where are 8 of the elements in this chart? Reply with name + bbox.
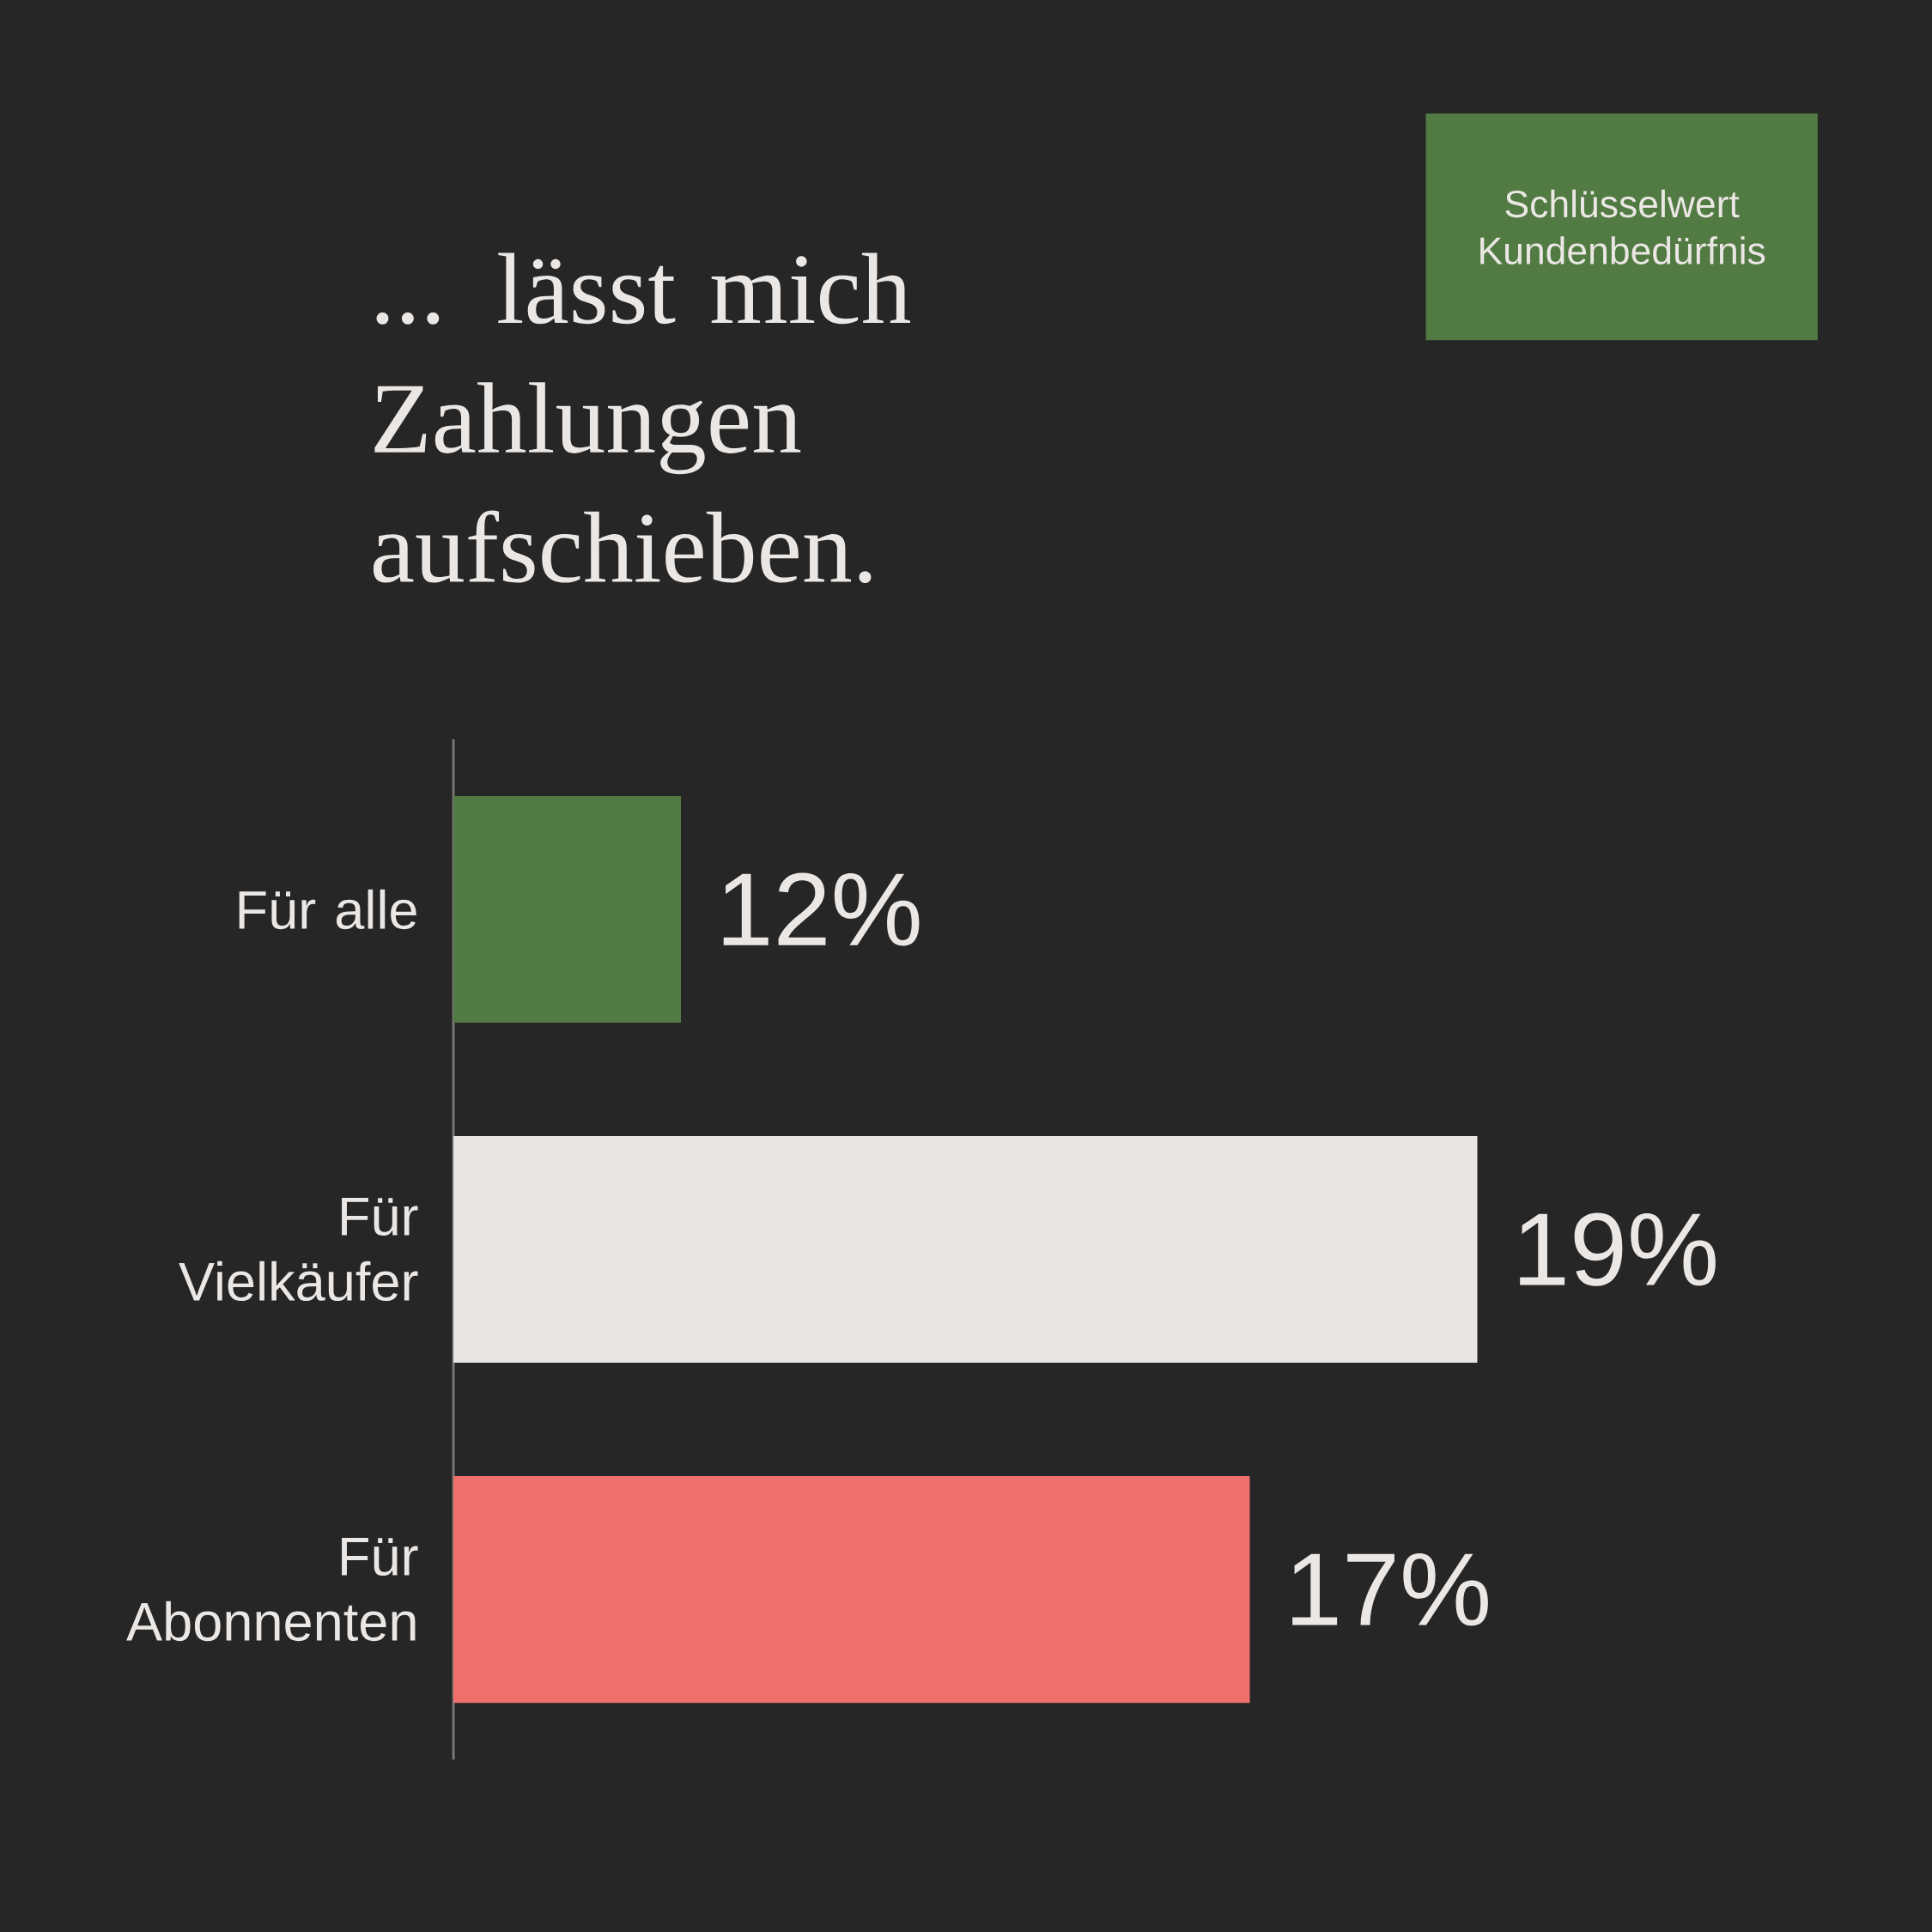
data-label: 12% xyxy=(723,872,920,946)
chart-title: ... lässt mich Zahlungen aufschieben. xyxy=(373,252,911,584)
y-tick-label: Für alle xyxy=(239,889,416,930)
data-label: 19% xyxy=(1520,1212,1716,1286)
y-tick-label: Für Abonnenten xyxy=(126,1538,418,1642)
y-tick-label: Für Vielkäufer xyxy=(179,1198,418,1302)
data-label: 17% xyxy=(1292,1552,1488,1626)
text: Schlüsselwert Kundenbedürfnis xyxy=(1480,189,1765,264)
